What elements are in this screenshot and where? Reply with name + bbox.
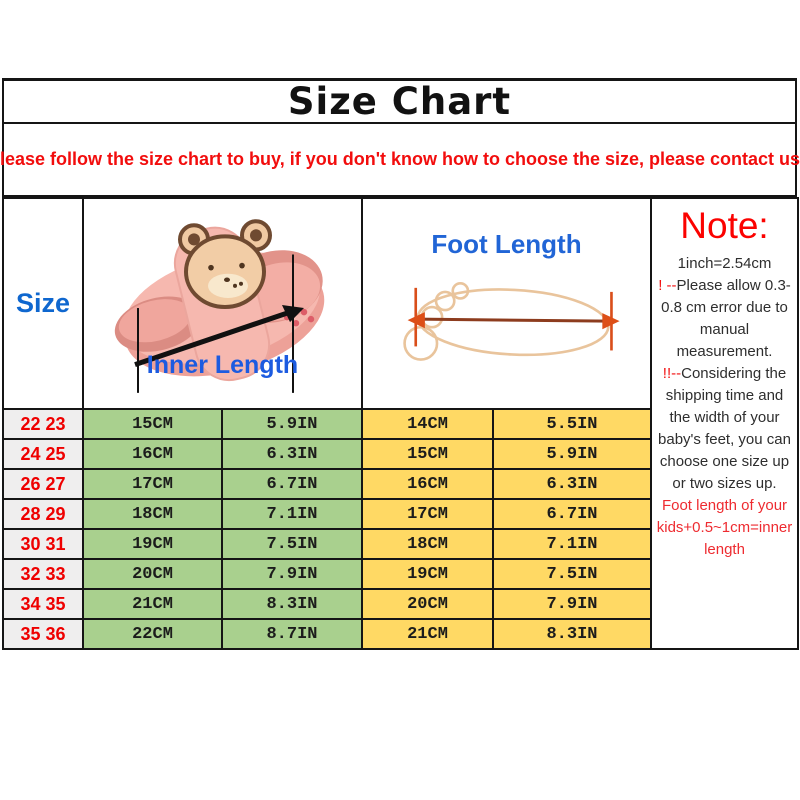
note-body: 1inch=2.54cm ! --Please allow 0.3-0.8 cm… — [655, 253, 794, 561]
size-chart-sheet: Size Chart ********Please follow the siz… — [0, 78, 800, 650]
inner-cm-cell: 17CM — [82, 468, 223, 500]
inner-cm-cell: 22CM — [82, 618, 223, 650]
header-row: Size — [2, 197, 799, 650]
slipper-side-dots — [283, 308, 315, 327]
foot-cm-cell: 16CM — [361, 468, 494, 500]
foot-cm-cell: 21CM — [361, 618, 494, 650]
note-sizing-text: Considering the shipping time and the wi… — [658, 365, 791, 492]
note-title: Note: — [680, 205, 769, 246]
foot-illustration — [403, 281, 620, 361]
table-row: 34 35 21CM 8.3IN 20CM 7.9IN — [2, 588, 798, 620]
inner-cm-cell: 20CM — [82, 558, 223, 590]
inner-cm-cell: 21CM — [82, 588, 223, 620]
inner-in-cell: 8.7IN — [221, 618, 363, 650]
note-error-mark: ! -- — [658, 277, 677, 294]
foot-cm-cell: 20CM — [361, 588, 494, 620]
note-highlight: Foot length of your kids+0.5~1cm=inner l… — [656, 497, 793, 558]
page-title: Size Chart — [2, 78, 797, 124]
size-value: 34 35 — [2, 588, 84, 620]
size-column-header: Size — [2, 197, 84, 410]
inner-in-cell: 7.9IN — [221, 558, 363, 590]
bear-face-icon — [178, 219, 272, 310]
inner-length-header-cell: Inner Length — [82, 197, 363, 410]
table-row: 26 27 17CM 6.7IN 16CM 6.3IN — [2, 468, 798, 500]
foot-length-header-cell: Foot Length — [361, 197, 652, 410]
size-value: 30 31 — [2, 528, 84, 560]
table-row: 24 25 16CM 6.3IN 15CM 5.9IN — [2, 438, 798, 470]
size-value: 28 29 — [2, 498, 84, 530]
warning-text: Please follow the size chart to buy, if … — [0, 149, 800, 169]
size-value: 22 23 — [2, 408, 84, 440]
note-sizing-mark: !!-- — [662, 365, 682, 382]
note-line-sizing: !!--Considering the shipping time and th… — [655, 363, 794, 495]
inner-in-cell: 7.5IN — [221, 528, 363, 560]
foot-cm-cell: 14CM — [361, 408, 494, 440]
foot-in-cell: 7.1IN — [492, 528, 652, 560]
table-row: 22 23 15CM 5.9IN 14CM 5.5IN — [2, 408, 798, 440]
size-value: 26 27 — [2, 468, 84, 500]
table-row: 28 29 18CM 7.1IN 17CM 6.7IN — [2, 498, 798, 530]
foot-in-cell: 6.7IN — [492, 498, 652, 530]
size-value: 24 25 — [2, 438, 84, 470]
note-error-text: Please allow 0.3-0.8 cm error due to man… — [661, 277, 791, 360]
foot-length-arrow — [407, 287, 620, 351]
table-row: 30 31 19CM 7.5IN 18CM 7.1IN — [2, 528, 798, 560]
size-value: 35 36 — [2, 618, 84, 650]
inner-in-cell: 6.7IN — [221, 468, 363, 500]
note-line-error: ! --Please allow 0.3-0.8 cm error due to… — [655, 275, 794, 363]
inner-in-cell: 5.9IN — [221, 408, 363, 440]
foot-length-label: Foot Length — [431, 229, 582, 259]
foot-in-cell: 7.5IN — [492, 558, 652, 590]
foot-cm-cell: 18CM — [361, 528, 494, 560]
table-row: 35 36 22CM 8.7IN 21CM 8.3IN — [2, 618, 798, 650]
foot-in-cell: 5.9IN — [492, 438, 652, 470]
inner-cm-cell: 19CM — [82, 528, 223, 560]
inner-in-cell: 7.1IN — [221, 498, 363, 530]
foot-in-cell: 6.3IN — [492, 468, 652, 500]
inner-cm-cell: 16CM — [82, 438, 223, 470]
foot-cm-cell: 19CM — [361, 558, 494, 590]
inner-length-arrow — [134, 254, 304, 393]
foot-cm-cell: 17CM — [361, 498, 494, 530]
size-table: Size — [2, 197, 799, 650]
foot-in-cell: 8.3IN — [492, 618, 652, 650]
inner-cm-cell: 15CM — [82, 408, 223, 440]
foot-in-cell: 7.9IN — [492, 588, 652, 620]
warning-banner: ********Please follow the size chart to … — [0, 124, 800, 197]
note-line-conversion: 1inch=2.54cm — [677, 255, 772, 272]
note-cell: Note: 1inch=2.54cm ! --Please allow 0.3-… — [650, 197, 799, 650]
inner-in-cell: 8.3IN — [221, 588, 363, 620]
size-value: 32 33 — [2, 558, 84, 590]
foot-in-cell: 5.5IN — [492, 408, 652, 440]
inner-length-label: Inner Length — [146, 351, 299, 379]
inner-cm-cell: 18CM — [82, 498, 223, 530]
foot-cm-cell: 15CM — [361, 438, 494, 470]
inner-in-cell: 6.3IN — [221, 438, 363, 470]
slipper-illustration — [114, 219, 325, 393]
table-row: 32 33 20CM 7.9IN 19CM 7.5IN — [2, 558, 798, 590]
